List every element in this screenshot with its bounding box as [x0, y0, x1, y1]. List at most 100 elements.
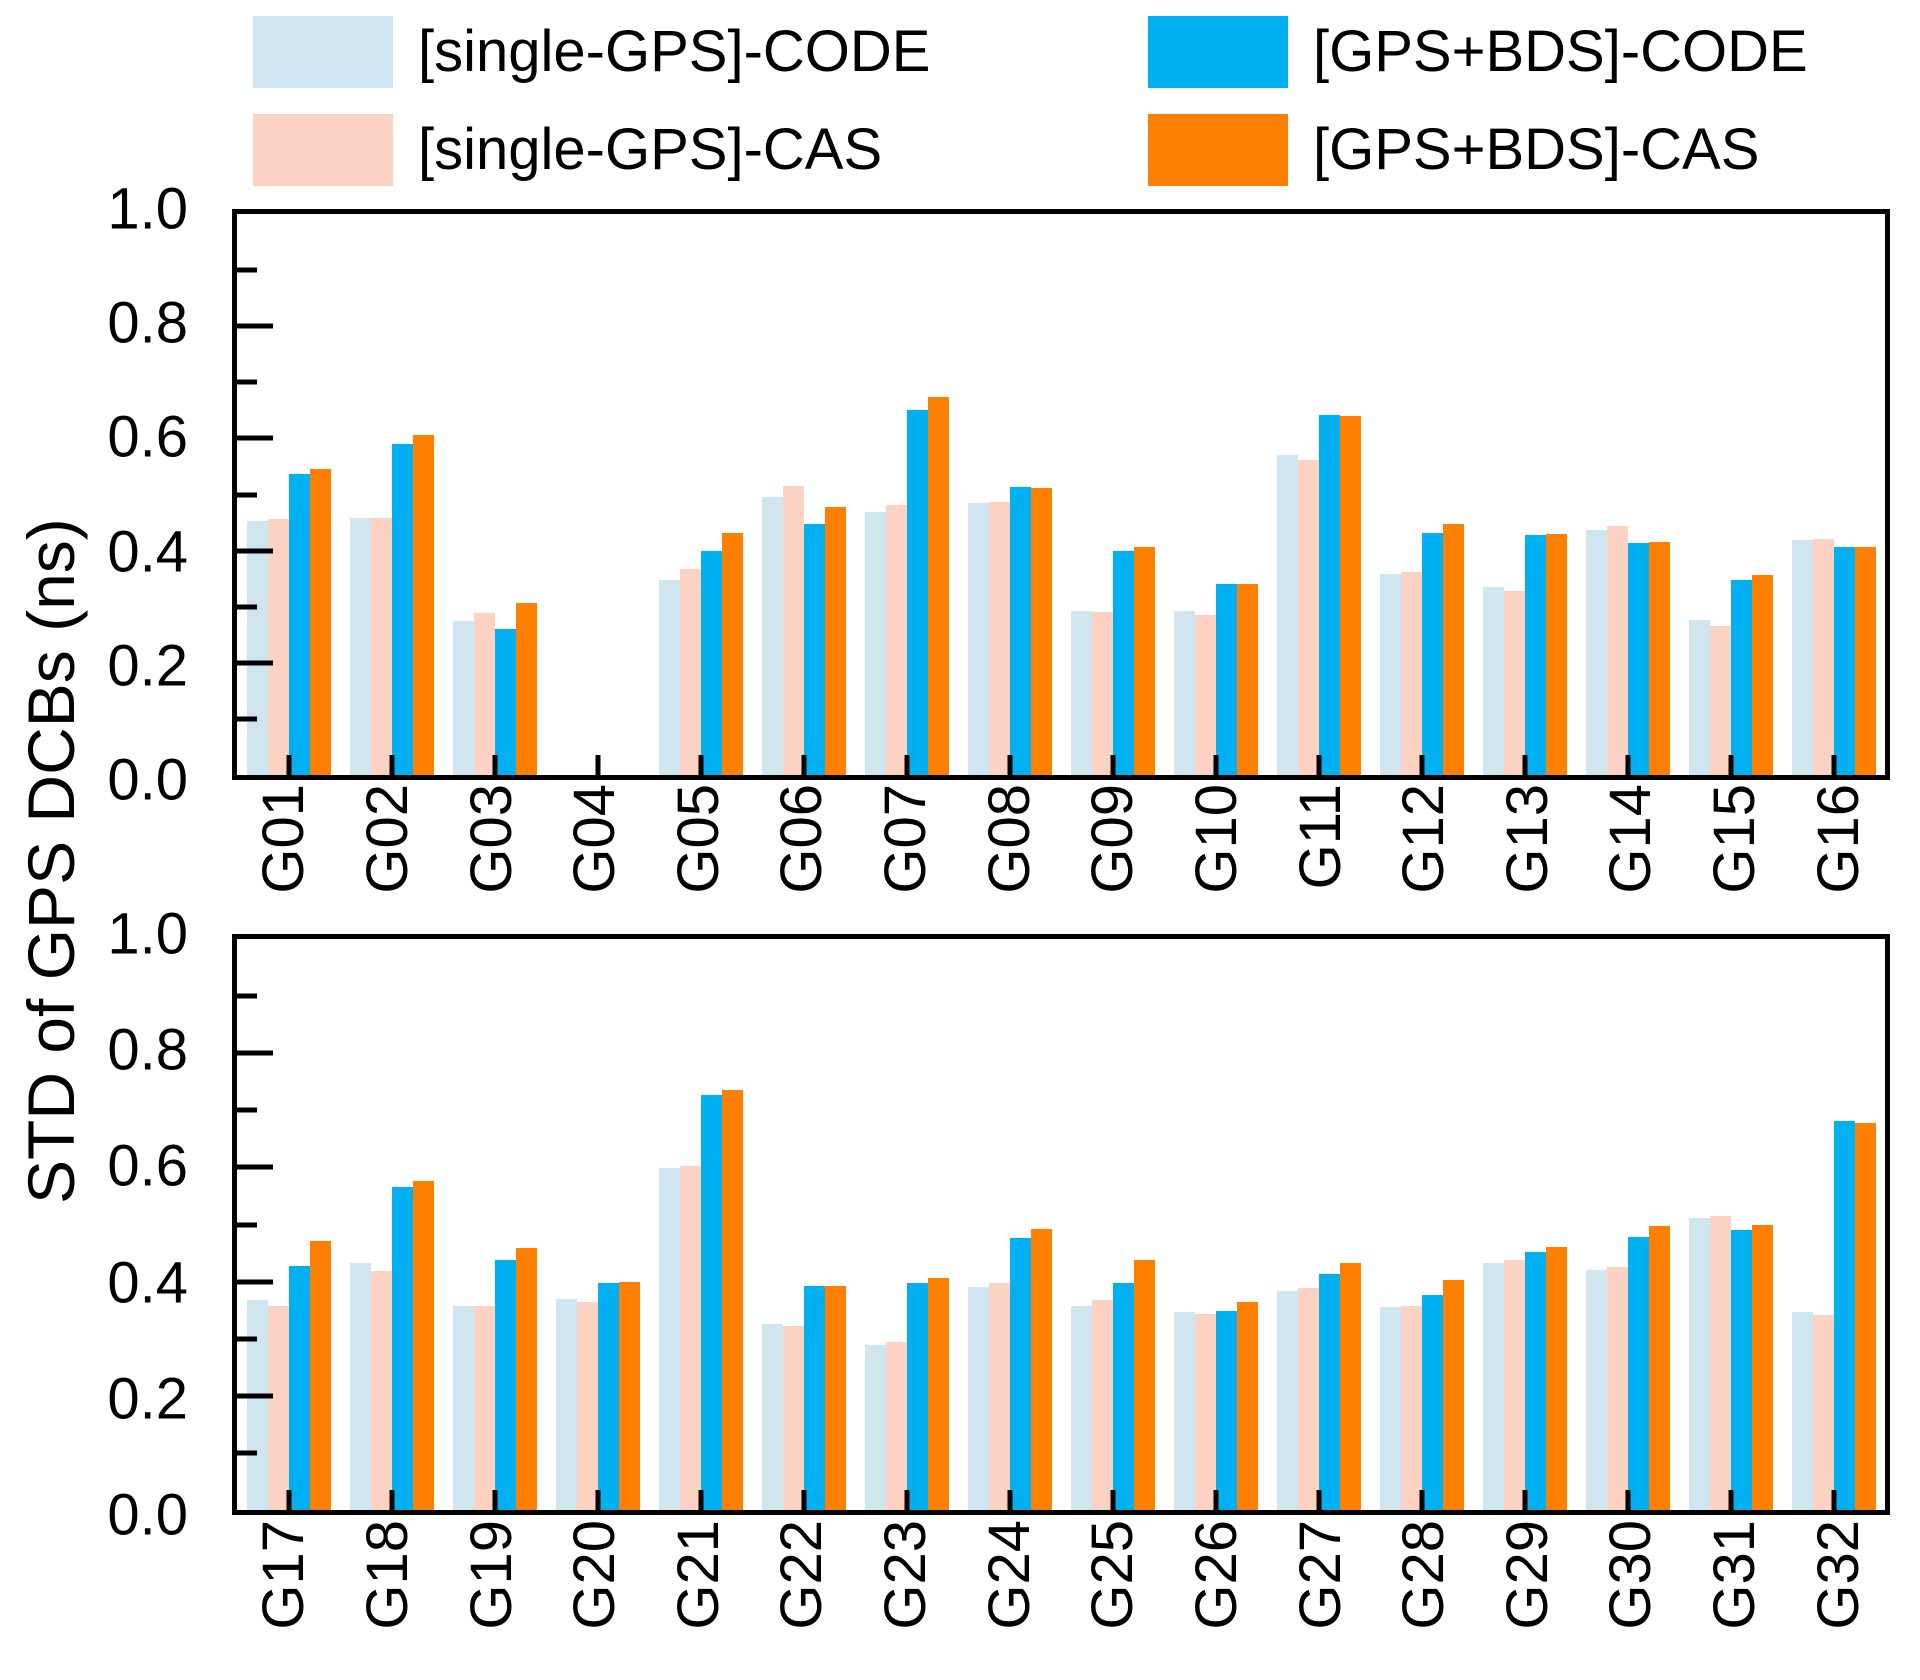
- bar-g10-s0: [1173, 611, 1195, 775]
- bar-g16-s3: [1854, 546, 1876, 775]
- x-tick-label-g32: G32: [1805, 1520, 1871, 1630]
- bar-panel-g01-g16: [232, 209, 1890, 780]
- x-tick-mark: [492, 1490, 497, 1510]
- bar-g06-s3: [824, 506, 846, 775]
- bar-g28-s2: [1421, 1295, 1443, 1510]
- bar-g27-s3: [1339, 1262, 1361, 1510]
- bar-g17-s2: [288, 1266, 310, 1510]
- bar-group-g04: [546, 214, 649, 775]
- x-tick-label-g17: G17: [251, 1520, 317, 1630]
- y-tick-label: 0.4: [107, 1250, 188, 1316]
- x-tick-mark: [801, 755, 806, 775]
- legend-label-single-gps-code: [single-GPS]-CODE: [418, 19, 931, 84]
- x-tick-cell: G22: [750, 1520, 854, 1675]
- bar-g24-s0: [967, 1287, 989, 1510]
- bar-group-g08: [958, 214, 1061, 775]
- bar-g28-s1: [1400, 1306, 1422, 1510]
- bar-g20-s1: [576, 1302, 598, 1510]
- bar-g07-s3: [927, 397, 949, 775]
- bar-g08-s0: [967, 502, 989, 775]
- bar-g03-s2: [494, 629, 516, 775]
- x-tick-mark: [492, 755, 497, 775]
- bar-g09-s3: [1133, 547, 1155, 775]
- x-tick-cell: G03: [439, 784, 543, 932]
- x-tick-mark: [698, 755, 703, 775]
- bar-g16-s2: [1833, 546, 1855, 775]
- bar-g30-s1: [1606, 1266, 1628, 1510]
- y-tick-mark: [237, 492, 257, 497]
- x-tick-mark: [904, 1490, 909, 1510]
- bar-g13-s0: [1482, 587, 1504, 775]
- x-tick-cell: G23: [854, 1520, 958, 1675]
- bar-g19-s0: [452, 1306, 474, 1510]
- x-tick-cell: G04: [543, 784, 647, 932]
- y-tick-mark: [237, 548, 273, 554]
- bar-g06-s2: [803, 523, 825, 775]
- bar-g06-s0: [761, 497, 783, 775]
- bar-g15-s1: [1709, 626, 1731, 775]
- x-tick-cell: G11: [1268, 784, 1372, 932]
- bar-g25-s2: [1112, 1282, 1134, 1510]
- x-tick-label-g23: G23: [873, 1520, 939, 1630]
- bar-group-g15: [1679, 214, 1782, 775]
- x-tick-label-g27: G27: [1287, 1520, 1353, 1630]
- x-tick-cell: G07: [854, 784, 958, 932]
- bar-g32-s3: [1854, 1122, 1876, 1510]
- x-tick-labels-top: G01 G02 G03 G04 G05 G06 G07 G08 G09 G10 G11 G12 G13 G…: [232, 784, 1890, 932]
- x-tick-label-g02: G02: [354, 784, 420, 894]
- x-tick-mark: [389, 755, 394, 775]
- x-tick-label-g08: G08: [976, 784, 1042, 894]
- y-tick-label: 0.0: [107, 747, 188, 813]
- legend-swatch-gps-bds-cas: [1148, 114, 1288, 186]
- bar-g20-s2: [597, 1283, 619, 1510]
- x-tick-mark: [595, 1490, 600, 1510]
- y-tick-labels-top: 1.0 0.8 0.6 0.4 0.2 0.0: [0, 177, 222, 813]
- bar-g12-s1: [1400, 572, 1422, 775]
- x-tick-cell: G13: [1476, 784, 1580, 932]
- bar-g18-s0: [349, 1262, 371, 1510]
- x-tick-mark: [1522, 755, 1527, 775]
- y-tick-mark: [237, 1336, 257, 1342]
- legend-label-single-gps-cas: [single-GPS]-CAS: [418, 117, 883, 182]
- bar-g31-s2: [1730, 1230, 1752, 1510]
- bar-g11-s3: [1339, 415, 1361, 775]
- bar-g28-s3: [1442, 1280, 1464, 1510]
- x-tick-mark: [698, 1490, 703, 1510]
- x-tick-mark: [286, 1490, 291, 1510]
- x-tick-cell: G28: [1372, 1520, 1476, 1675]
- x-tick-mark: [1110, 755, 1115, 775]
- x-tick-cell: G14: [1579, 784, 1683, 932]
- bars-area-top: [237, 214, 1885, 775]
- bar-g30-s2: [1627, 1237, 1649, 1510]
- bar-g26-s0: [1173, 1312, 1195, 1510]
- x-tick-mark: [1316, 1490, 1321, 1510]
- bar-group-g05: [649, 214, 752, 775]
- bar-g02-s3: [412, 435, 434, 775]
- x-tick-label-g15: G15: [1702, 784, 1768, 894]
- bar-g21-s2: [700, 1094, 722, 1510]
- bar-g05-s0: [658, 580, 680, 775]
- bar-g19-s2: [494, 1260, 516, 1510]
- bar-g19-s3: [515, 1247, 537, 1510]
- bar-group-g11: [1267, 214, 1370, 775]
- bar-group-g32: [1782, 939, 1885, 1510]
- bar-g11-s0: [1276, 455, 1298, 775]
- x-tick-label-g22: G22: [769, 1520, 835, 1630]
- bar-group-g01: [237, 214, 340, 775]
- bar-g01-s1: [267, 519, 289, 775]
- x-tick-label-g09: G09: [1080, 784, 1146, 894]
- y-tick-label: 0.8: [107, 290, 188, 356]
- bar-group-g28: [1370, 939, 1473, 1510]
- y-tick-mark: [237, 1107, 257, 1113]
- bar-g07-s2: [906, 410, 928, 775]
- bar-group-g17: [237, 939, 340, 1510]
- legend-label-gps-bds-cas: [GPS+BDS]-CAS: [1313, 117, 1760, 182]
- x-tick-mark: [801, 1490, 806, 1510]
- y-tick-label: 0.6: [107, 404, 188, 470]
- bar-group-g16: [1782, 214, 1885, 775]
- x-tick-cell: G06: [750, 784, 854, 932]
- bar-g02-s0: [349, 517, 371, 775]
- x-tick-label-g24: G24: [976, 1520, 1042, 1630]
- bar-group-g31: [1679, 939, 1782, 1510]
